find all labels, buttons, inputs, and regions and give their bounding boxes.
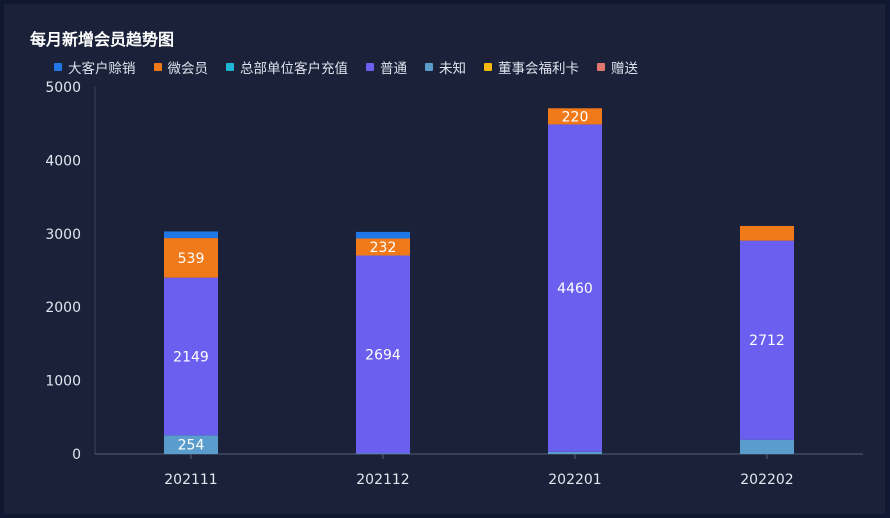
legend-swatch	[153, 63, 162, 71]
bar-data-label: 2712	[749, 333, 785, 349]
legend-swatch	[425, 63, 433, 71]
legend-swatch	[54, 63, 62, 71]
bar-segment	[740, 240, 794, 440]
y-tick-label: 4000	[45, 153, 81, 169]
bar-data-label: 539	[178, 251, 205, 267]
bar-data-label: 254	[178, 438, 205, 454]
legend-label: 普通	[380, 61, 407, 77]
bar-segment	[356, 231, 410, 239]
y-tick-label: 1000	[45, 374, 81, 390]
legend-swatch	[484, 63, 492, 71]
bar-data-label: 2694	[365, 347, 401, 363]
bar-segment	[356, 255, 410, 454]
legend-label: 总部单位客户充值	[240, 61, 348, 77]
legend-item[interactable]: 普通	[366, 57, 407, 77]
bar-segment	[740, 225, 794, 241]
y-tick-label: 0	[72, 447, 81, 463]
legend-swatch	[366, 63, 374, 71]
bar-segment	[164, 277, 218, 436]
legend-label: 董事会福利卡	[498, 61, 579, 77]
bar-segment	[548, 124, 602, 452]
bar-data-label: 2149	[173, 349, 209, 365]
legend-label: 赠送	[611, 61, 638, 77]
legend-label: 微会员	[167, 61, 209, 77]
legend-item[interactable]: 董事会福利卡	[484, 57, 579, 77]
legend-item[interactable]: 大客户赊销	[54, 57, 136, 77]
legend-swatch	[226, 63, 234, 71]
legend-swatch	[597, 63, 605, 71]
bar-segment	[548, 451, 602, 454]
bar-segment	[164, 435, 218, 454]
legend-item[interactable]: 总部单位客户充值	[226, 57, 348, 77]
bar-segment	[356, 453, 410, 454]
bar-segment	[164, 238, 218, 278]
legend-label: 未知	[439, 61, 466, 77]
chart-panel: 每月新增会员趋势图 大客户赊销 微会员 总部单位客户充值 普通 未知 董事会福利卡 赠送	[4, 4, 885, 514]
bar-segment	[164, 231, 218, 239]
y-tick-label: 2000	[45, 300, 81, 316]
y-tick-label: 5000	[45, 80, 81, 96]
bar-data-label: 4460	[557, 281, 593, 297]
bar-segment	[740, 439, 794, 454]
bar-segment	[548, 108, 602, 125]
legend-item[interactable]: 赠送	[597, 57, 638, 77]
chart-title: 每月新增会员趋势图	[30, 30, 175, 49]
x-tick-label: 202111	[164, 472, 217, 488]
bar-segment	[356, 238, 410, 256]
legend-item[interactable]: 微会员	[153, 57, 209, 77]
chart-legend: 大客户赊销 微会员 总部单位客户充值 普通 未知 董事会福利卡 赠送	[54, 57, 656, 77]
y-tick-label: 3000	[45, 227, 81, 243]
x-tick-label: 202202	[740, 472, 793, 488]
legend-label: 大客户赊销	[68, 61, 136, 77]
x-tick-label: 202112	[356, 472, 409, 488]
legend-item[interactable]: 未知	[425, 57, 466, 77]
bar-data-label: 232	[370, 240, 397, 256]
x-tick-label: 202201	[548, 472, 601, 488]
bar-data-label: 220	[562, 109, 589, 125]
